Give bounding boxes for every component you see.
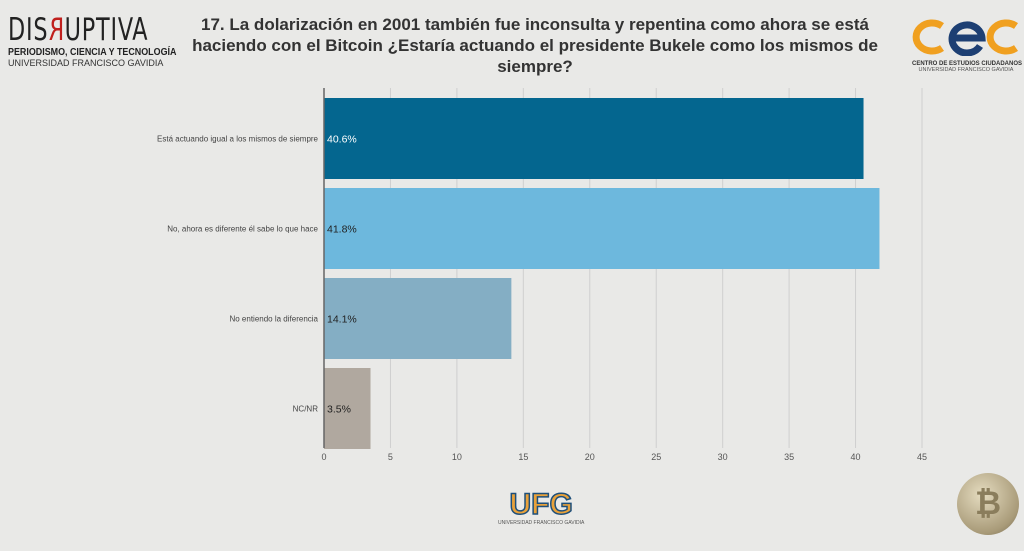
category-label: NC/NR bbox=[293, 405, 319, 414]
ufg-logo-sub: UNIVERSIDAD FRANCISCO GAVIDIA bbox=[498, 520, 585, 526]
x-tick-label: 10 bbox=[452, 452, 462, 462]
bitcoin-coin-icon: ₿ bbox=[957, 473, 1019, 535]
bar bbox=[324, 278, 512, 359]
logo-tagline: PERIODISMO, CIENCIA Y TECNOLOGÍA bbox=[8, 46, 177, 58]
x-tick-label: 30 bbox=[718, 452, 728, 462]
bar bbox=[324, 188, 880, 269]
data-label: 14.1% bbox=[327, 314, 357, 326]
cec-logo: CENTRO DE ESTUDIOS CIUDADANOS UNIVERSIDA… bbox=[912, 16, 1023, 73]
category-label: No, ahora es diferente él sabe lo que ha… bbox=[167, 225, 318, 234]
bar bbox=[324, 98, 864, 179]
x-tick-label: 35 bbox=[784, 452, 794, 462]
x-tick-label: 5 bbox=[388, 452, 393, 462]
x-tick-label: 45 bbox=[917, 452, 927, 462]
data-label: 3.5% bbox=[327, 404, 351, 416]
category-label: Está actuando igual a los mismos de siem… bbox=[157, 135, 319, 144]
x-tick-label: 15 bbox=[518, 452, 528, 462]
data-label: 41.8% bbox=[327, 224, 357, 236]
ufg-logo-text: UFG bbox=[509, 488, 574, 521]
cec-name: CENTRO DE ESTUDIOS CIUDADANOS bbox=[912, 61, 1023, 67]
x-tick-label: 0 bbox=[321, 452, 326, 462]
disruptiva-logo: DISRUPTIVA PERIODISMO, CIENCIA Y TECNOLO… bbox=[8, 12, 206, 68]
chart-title: 17. La dolarización en 2001 también fue … bbox=[192, 15, 878, 76]
x-tick-label: 40 bbox=[851, 452, 861, 462]
x-tick-label: 25 bbox=[651, 452, 661, 462]
category-label: No entiendo la diferencia bbox=[229, 315, 318, 324]
ufg-logo: UFG UNIVERSIDAD FRANCISCO GAVIDIA bbox=[498, 488, 585, 526]
logo-university: UNIVERSIDAD FRANCISCO GAVIDIA bbox=[8, 58, 164, 68]
cec-logo-mark bbox=[912, 19, 1018, 57]
bitcoin-symbol: ₿ bbox=[974, 485, 1002, 521]
bar bbox=[324, 368, 371, 449]
x-tick-label: 20 bbox=[585, 452, 595, 462]
cec-university: UNIVERSIDAD FRANCISCO GAVIDIA bbox=[918, 67, 1014, 73]
data-label: 40.6% bbox=[327, 134, 357, 146]
